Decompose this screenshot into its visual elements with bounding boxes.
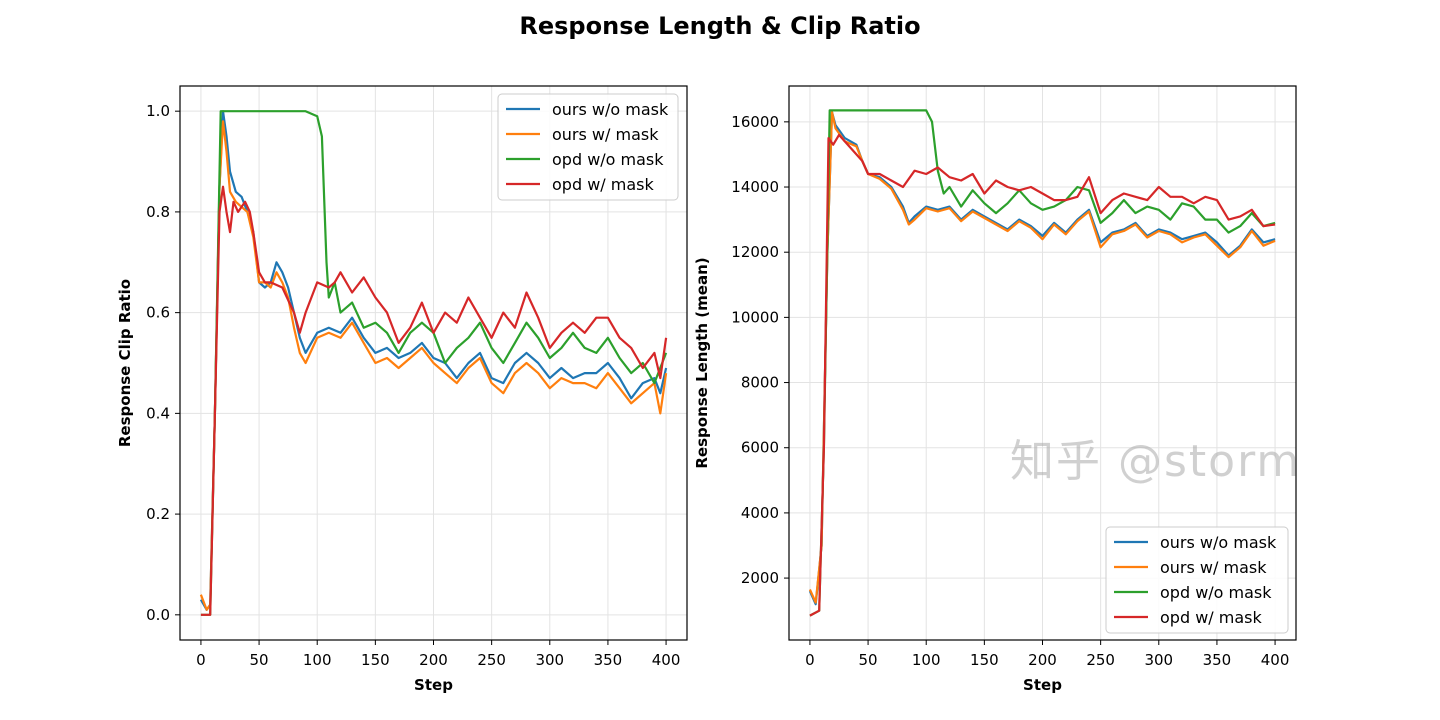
y-tick-label: 12000: [731, 243, 779, 261]
series-line-opd-w-o-mask: [809, 109, 1276, 617]
x-tick-label: 50: [250, 651, 269, 669]
legend-label: opd w/o mask: [1160, 583, 1272, 602]
x-tick-label: 150: [970, 651, 999, 669]
y-tick-label: 2000: [741, 569, 779, 587]
legend-label: opd w/ mask: [552, 175, 654, 194]
x-tick-label: 0: [805, 651, 815, 669]
series-line-ours-w-mask: [808, 111, 1276, 604]
legend-label: ours w/ mask: [1160, 558, 1267, 577]
x-tick-label: 400: [1261, 651, 1290, 669]
y-tick-label: 16000: [731, 113, 779, 131]
y-tick-label: 10000: [731, 308, 779, 326]
y-tick-label: 0.6: [146, 304, 170, 322]
x-axis-label: Step: [414, 676, 453, 694]
legend: ours w/o mask ours w/ mask opd w/o mask opd…: [497, 93, 679, 201]
x-tick-label: 400: [652, 651, 681, 669]
y-tick-label: 4000: [741, 504, 779, 522]
series-line-ours-w-mask: [199, 120, 668, 611]
x-tick-label: 0: [196, 651, 206, 669]
x-axis-label: Step: [1023, 676, 1062, 694]
y-tick-label: 1.0: [146, 102, 170, 120]
legend-label: opd w/o mask: [552, 150, 664, 169]
legend-label: ours w/o mask: [552, 100, 669, 119]
x-tick-label: 50: [859, 651, 878, 669]
legend-box: [497, 93, 679, 201]
legend-box: [1105, 526, 1289, 634]
x-tick-label: 200: [419, 651, 448, 669]
x-tick-label: 300: [1144, 651, 1173, 669]
y-tick-label: 0.4: [146, 404, 170, 422]
series-line-opd-w-mask: [200, 185, 668, 616]
y-axis-label: Response Length (mean): [693, 257, 711, 468]
legend: ours w/o mask ours w/ mask opd w/o mask opd…: [1105, 526, 1289, 634]
clip-ratio-chart: 0 50 100 150 200 250 300 350 400 0.0 0.2 0.4 0.6 0.8 1…: [116, 85, 688, 694]
watermark: 知乎 @storm: [1010, 436, 1302, 487]
response-length-chart: 0 50 100 150 200 250 300 350 400 2000 4000 6000 8000…: [693, 85, 1297, 694]
plot-frame: [788, 85, 1297, 641]
series-line-opd-w-o-mask: [200, 110, 668, 616]
x-tick-label: 200: [1028, 651, 1057, 669]
y-tick-label: 0.2: [146, 505, 170, 523]
legend-label: opd w/ mask: [1160, 608, 1262, 627]
y-tick-label: 0.0: [146, 606, 170, 624]
x-tick-label: 250: [1086, 651, 1115, 669]
y-tick-label: 0.8: [146, 203, 170, 221]
y-axis-label: Response Clip Ratio: [116, 279, 134, 447]
x-tick-label: 250: [477, 651, 506, 669]
x-tick-label: 350: [1203, 651, 1232, 669]
figure-title: Response Length & Clip Ratio: [519, 12, 920, 40]
x-tick-label: 150: [361, 651, 390, 669]
y-tick-label: 6000: [741, 439, 779, 457]
x-tick-label: 100: [303, 651, 332, 669]
y-tick-label: 14000: [731, 178, 779, 196]
legend-label: ours w/ mask: [552, 125, 659, 144]
plot-frame: [179, 85, 688, 641]
legend-label: ours w/o mask: [1160, 533, 1277, 552]
y-tick-label: 8000: [741, 374, 779, 392]
x-tick-label: 350: [594, 651, 623, 669]
series-line-opd-w-mask: [809, 133, 1276, 617]
x-tick-label: 300: [535, 651, 564, 669]
series-line-ours-w-o-mask: [199, 110, 668, 611]
x-tick-label: 100: [912, 651, 941, 669]
